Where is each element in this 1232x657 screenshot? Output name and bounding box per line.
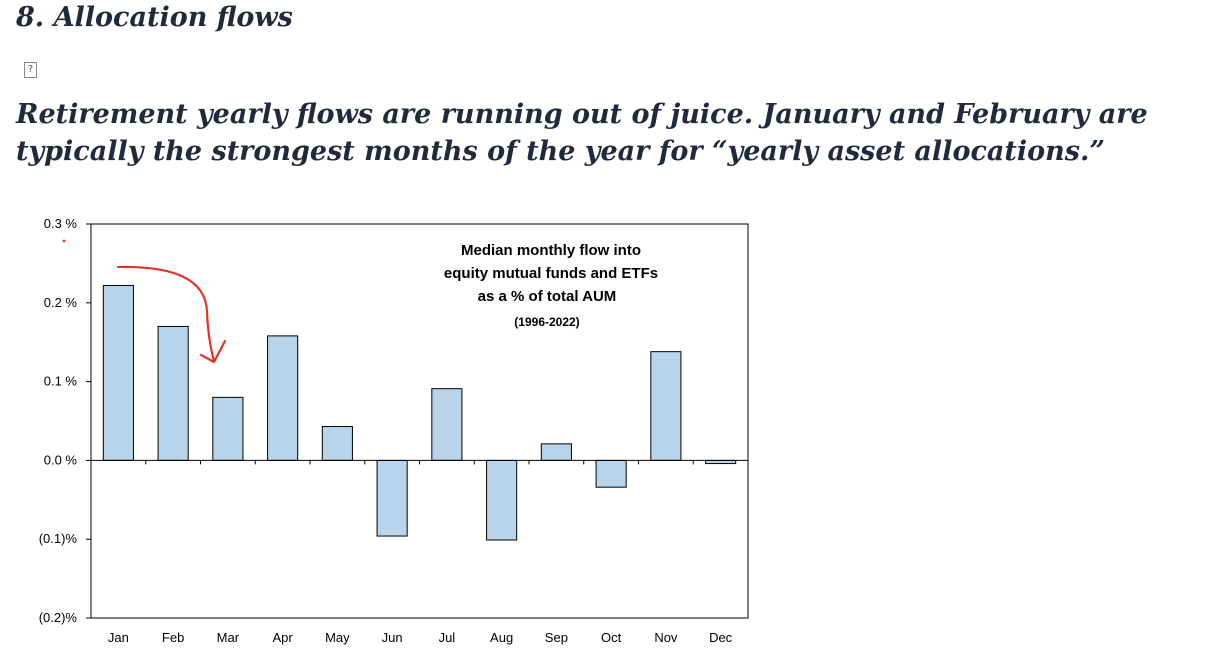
bar-mar bbox=[212, 396, 244, 461]
bar-apr bbox=[267, 335, 299, 461]
bar-jul bbox=[431, 388, 463, 461]
chart-title-line-3: as a % of total AUM bbox=[478, 288, 617, 305]
y-tick-label: (0.1)% bbox=[39, 531, 78, 546]
annotation-arrow-head bbox=[199, 339, 227, 364]
bar-sep bbox=[540, 443, 572, 461]
y-tick-marks bbox=[86, 223, 91, 619]
chart-title-line-1: Median monthly flow into bbox=[461, 242, 641, 259]
bar-aug bbox=[486, 459, 518, 541]
annotation-arrow-curve bbox=[116, 265, 216, 363]
bar-jun bbox=[376, 459, 408, 537]
section-title-text: 8. Allocation flows bbox=[16, 2, 293, 33]
y-tick-label: 0.0 % bbox=[44, 452, 78, 467]
bar-nov bbox=[650, 351, 682, 461]
bar-feb bbox=[157, 325, 189, 461]
x-tick-label: Jan bbox=[108, 630, 129, 645]
plot-area bbox=[90, 223, 749, 619]
x-tick-marks bbox=[145, 460, 694, 465]
y-tick-labels: 0.3 % 0.2 % 0.1 % 0.0 % (0.1)% (0.2)% bbox=[39, 216, 78, 625]
bar-oct bbox=[595, 459, 627, 488]
bar-may bbox=[321, 426, 353, 461]
chart-title: Median monthly flow into equity mutual f… bbox=[444, 242, 658, 329]
chart-subtitle: (1996-2022) bbox=[514, 315, 579, 329]
x-tick-labels: Jan Feb Mar Apr May Jun Jul Aug Sep Oct Nov Dec bbox=[108, 630, 733, 645]
monthly-flow-chart: 0.3 % 0.2 % 0.1 % 0.0 % (0.1)% (0.2)% Jan Feb M… bbox=[39, 216, 749, 645]
x-tick-label: Oct bbox=[601, 630, 622, 645]
x-tick-label: Dec bbox=[709, 630, 733, 645]
y-tick-label: 0.3 % bbox=[44, 216, 78, 231]
chart-title-line-2: equity mutual funds and ETFs bbox=[444, 265, 658, 282]
bar-jan bbox=[102, 284, 134, 461]
x-tick-label: Jun bbox=[382, 630, 403, 645]
x-tick-label: Jul bbox=[439, 630, 456, 645]
x-tick-label: May bbox=[325, 630, 350, 645]
broken-image-icon: ? bbox=[24, 62, 37, 78]
x-tick-label: Sep bbox=[545, 630, 568, 645]
x-tick-label: Nov bbox=[654, 630, 678, 645]
y-tick-label: 0.2 % bbox=[44, 295, 78, 310]
x-tick-label: Feb bbox=[162, 630, 184, 645]
y-tick-label: (0.2)% bbox=[39, 610, 78, 625]
x-tick-label: Aug bbox=[490, 630, 513, 645]
x-tick-label: Apr bbox=[273, 630, 294, 645]
x-tick-label: Mar bbox=[217, 630, 240, 645]
bars bbox=[102, 284, 737, 541]
y-tick-label: 0.1 % bbox=[44, 374, 78, 389]
annotation-dot bbox=[62, 239, 66, 243]
annotation-arrow bbox=[62, 239, 227, 364]
headline: Retirement yearly flows are running out … bbox=[16, 99, 1148, 167]
